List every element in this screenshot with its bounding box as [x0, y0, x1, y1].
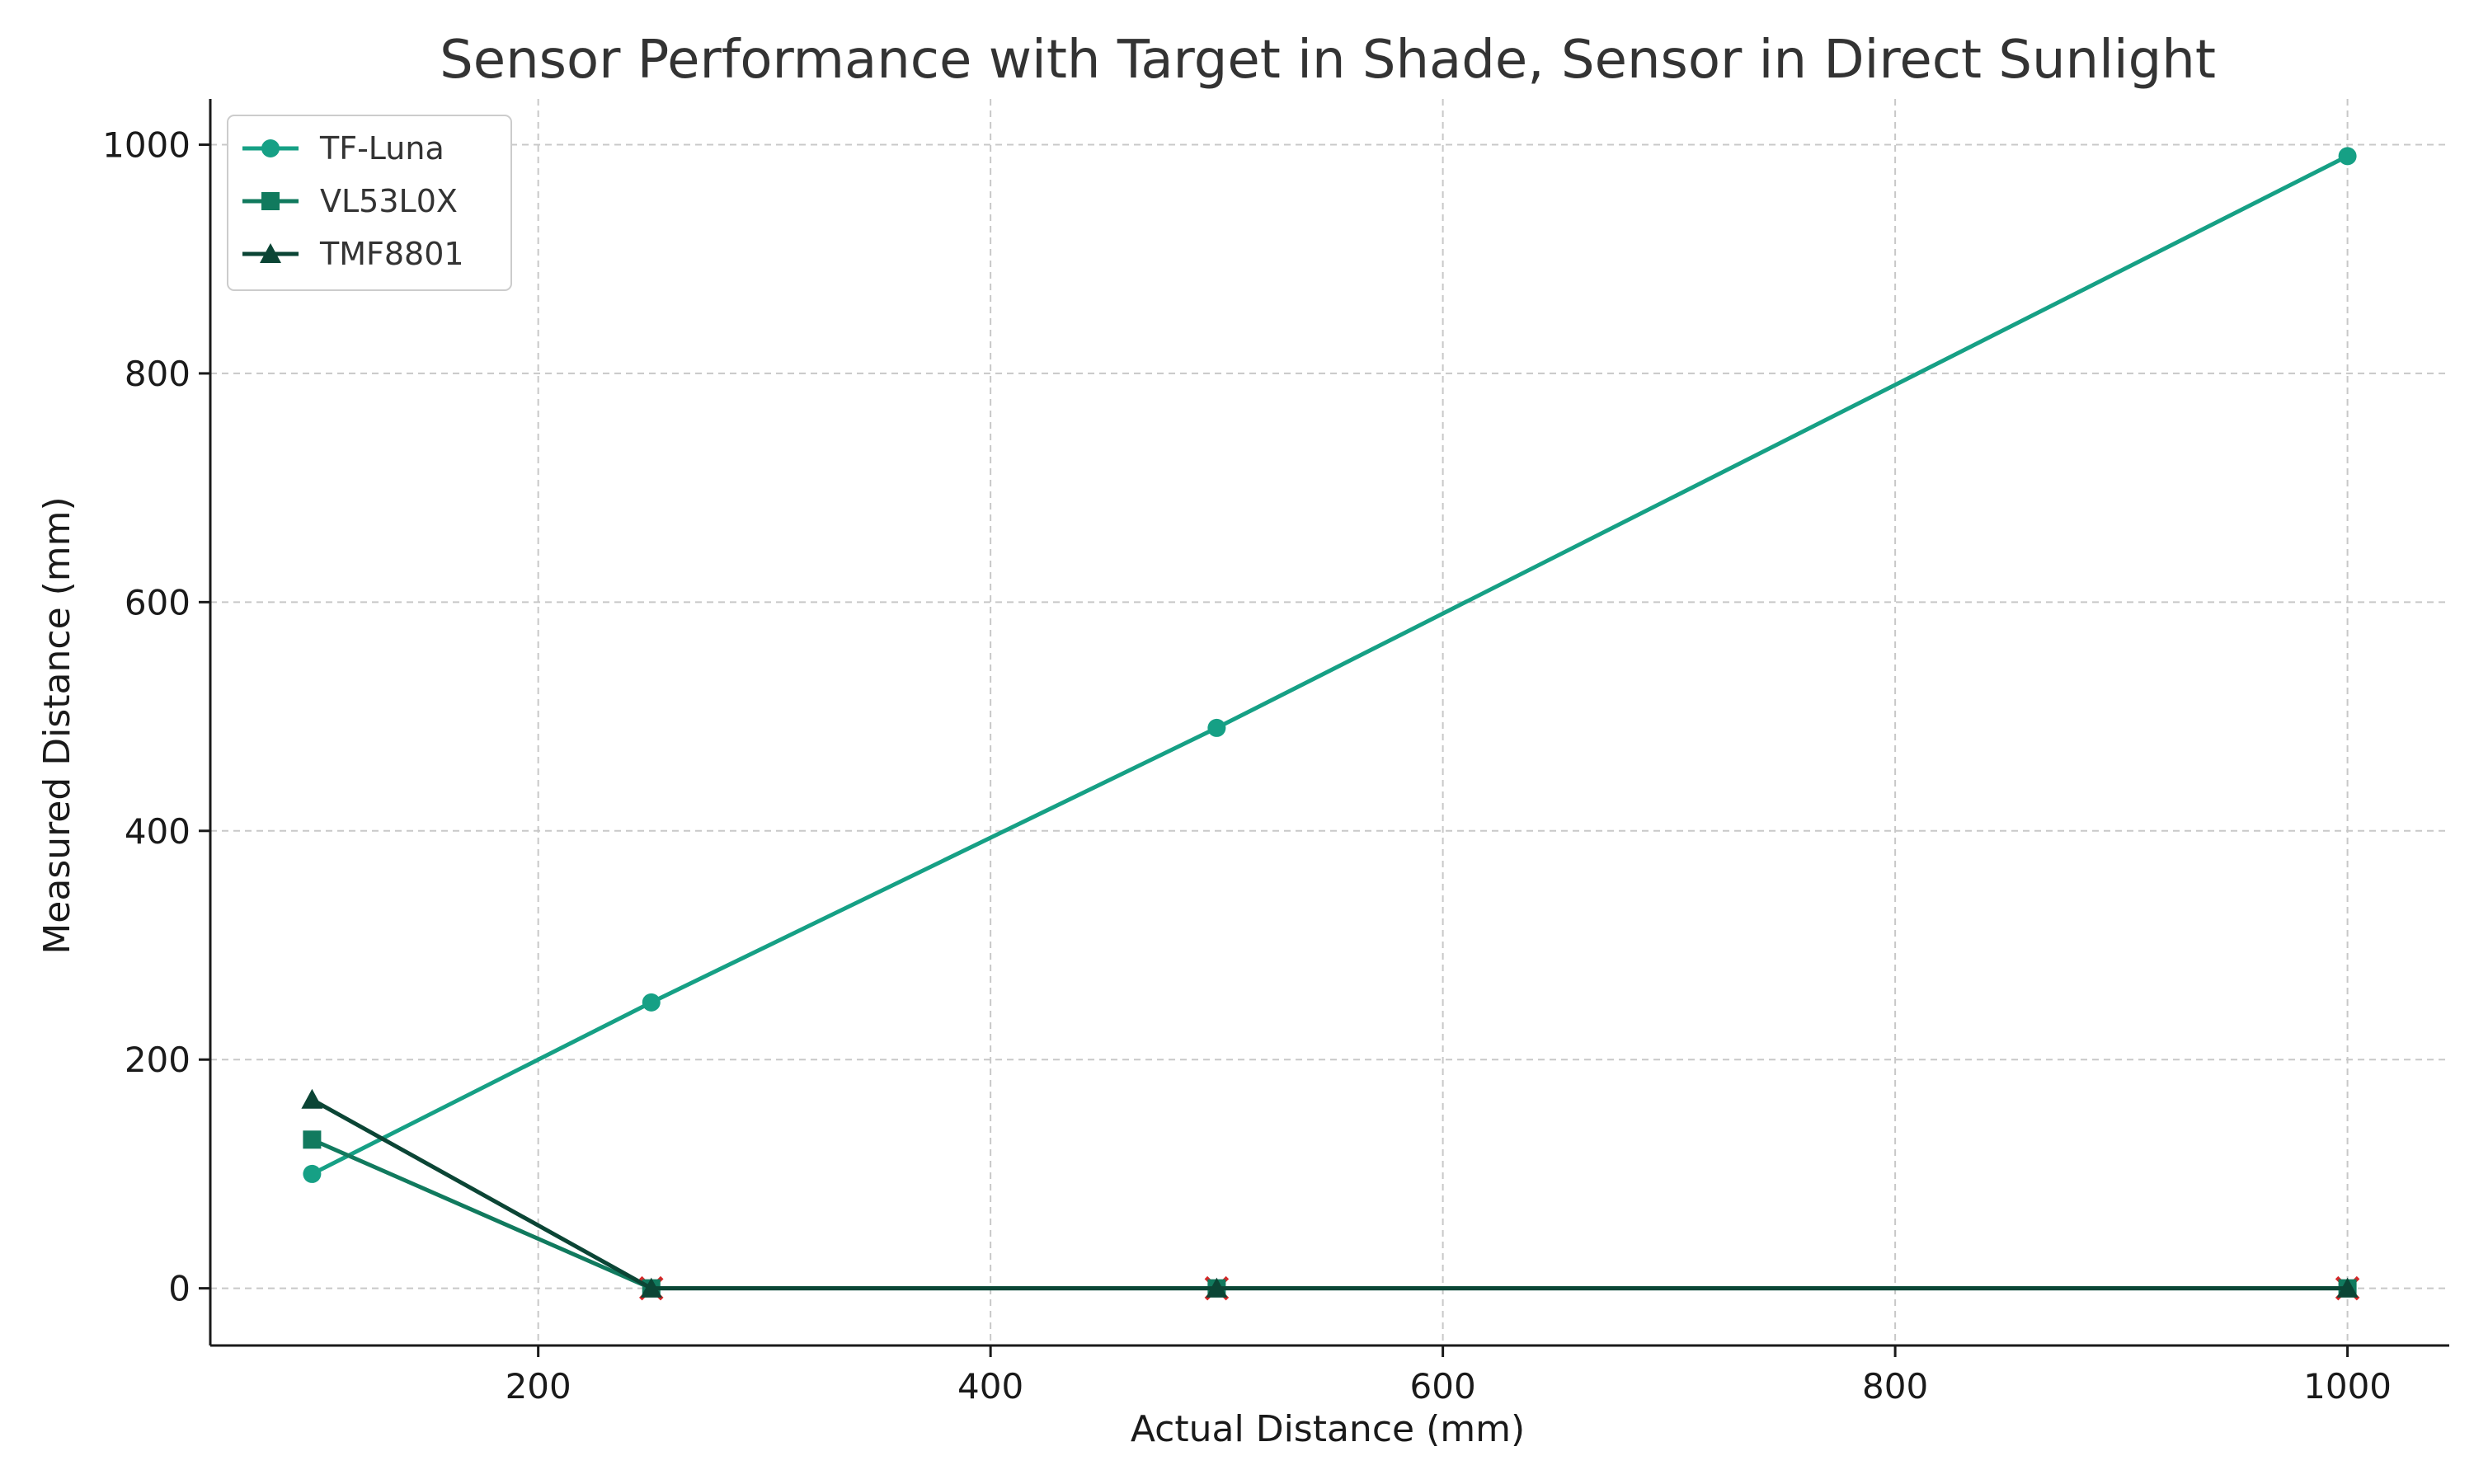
data-point: [303, 1164, 322, 1183]
legend-item: VL53L0X: [242, 183, 458, 219]
series-layer: [301, 147, 2360, 1301]
x-tick-label: 1000: [2303, 1366, 2392, 1407]
y-axis-label: Measured Distance (mm): [36, 496, 78, 954]
y-tick-label: 800: [125, 354, 190, 394]
axes: 200 400 600 800 1000 0 200 400 600 800 1000: [102, 99, 2449, 1407]
series-line: [311, 1097, 2348, 1291]
legend-swatch-marker: [261, 192, 280, 210]
data-point: [2338, 147, 2357, 166]
data-point: [640, 1277, 662, 1298]
legend-label: VL53L0X: [320, 183, 458, 219]
legend-box: [227, 115, 512, 291]
data-point: [642, 993, 661, 1012]
data-point: [2336, 1277, 2359, 1298]
data-point: [1206, 1277, 1228, 1298]
x-tick-label: 800: [1862, 1366, 1928, 1407]
legend-item: TMF8801: [242, 236, 464, 272]
legend: TF-Luna VL53L0X TMF8801: [227, 115, 512, 291]
x-tick-label: 400: [957, 1366, 1023, 1407]
x-tick-label: 600: [1410, 1366, 1476, 1407]
legend-label: TF-Luna: [319, 130, 444, 167]
x-axis-label: Actual Distance (mm): [1131, 1408, 1525, 1450]
y-tick-label: 600: [125, 582, 190, 622]
y-tick-label: 400: [125, 811, 190, 852]
y-tick-label: 0: [168, 1269, 190, 1309]
series-line: [311, 154, 2349, 1176]
series-tmf8801: [301, 1088, 2359, 1298]
y-tick-label: 1000: [102, 124, 190, 165]
legend-item: TF-Luna: [242, 130, 444, 167]
legend-swatch-marker: [261, 139, 280, 157]
data-point: [303, 1130, 322, 1149]
legend-label: TMF8801: [319, 236, 464, 272]
data-point: [301, 1088, 323, 1109]
series-line: [311, 1138, 2348, 1291]
series-tf-luna: [303, 147, 2357, 1183]
series-vl53l0x: [303, 1130, 2357, 1298]
chart-title: Sensor Performance with Target in Shade,…: [440, 30, 2216, 91]
x-tick-label: 200: [506, 1366, 571, 1407]
y-tick-label: 200: [125, 1040, 190, 1080]
grid-lines: [210, 99, 2449, 1345]
legend-swatch-marker: [260, 243, 281, 264]
data-point: [1207, 718, 1226, 737]
